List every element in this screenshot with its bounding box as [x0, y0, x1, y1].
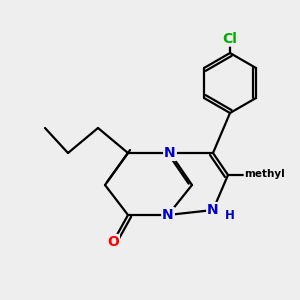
- Text: N: N: [164, 146, 176, 160]
- Text: methyl: methyl: [244, 169, 285, 179]
- Text: H: H: [225, 209, 234, 222]
- Text: O: O: [107, 235, 119, 249]
- Text: Cl: Cl: [223, 32, 237, 46]
- Text: N: N: [162, 208, 174, 222]
- Text: N: N: [207, 203, 219, 217]
